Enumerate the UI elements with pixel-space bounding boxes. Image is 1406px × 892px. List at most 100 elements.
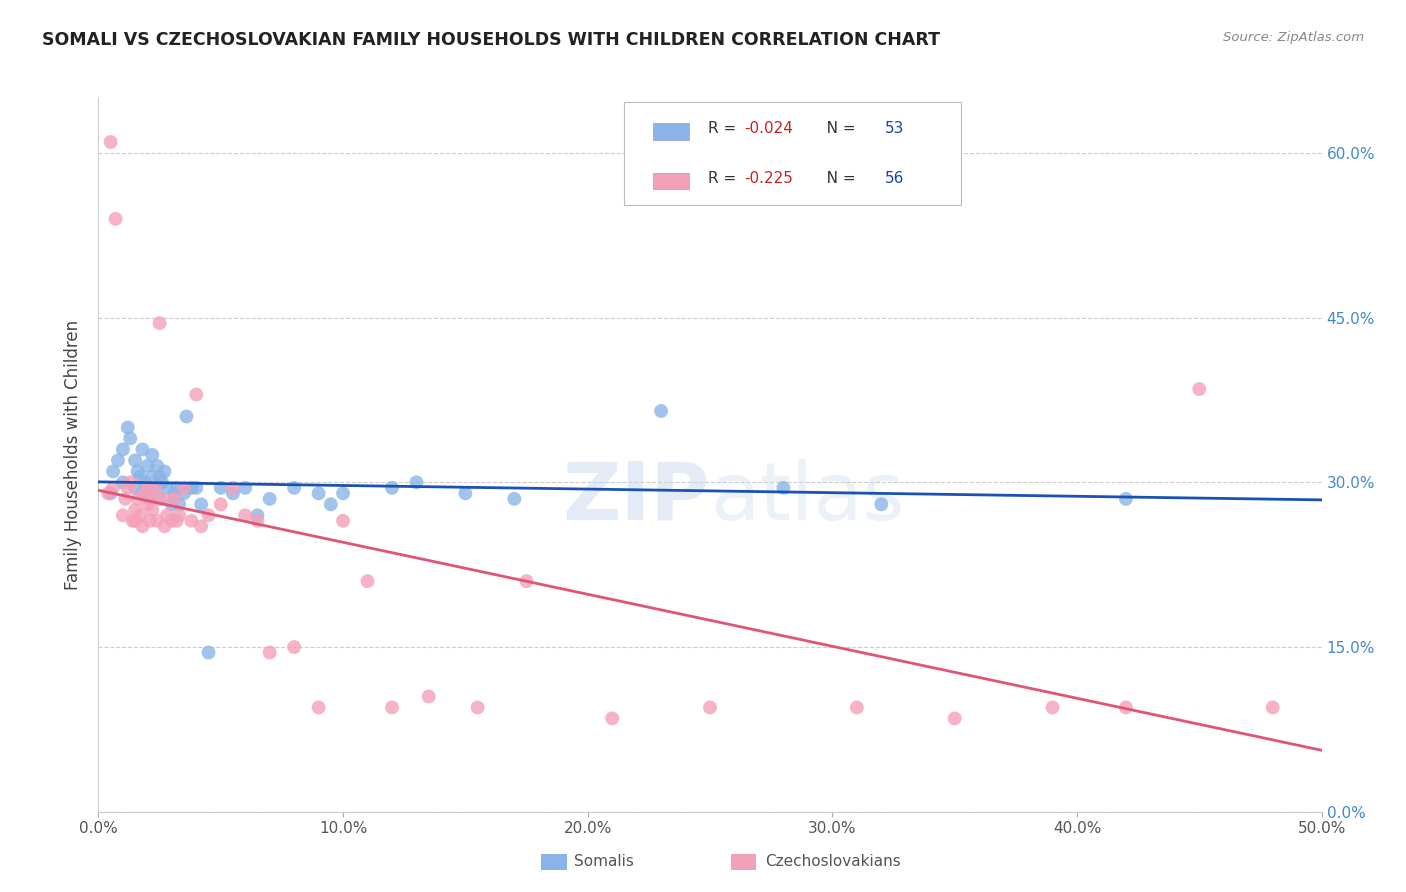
Text: 53: 53 [884, 121, 904, 136]
Point [153, 519, 176, 533]
Point [167, 508, 190, 523]
Point [139, 514, 162, 528]
Point [503, 491, 526, 506]
Point [163, 486, 186, 500]
Y-axis label: Family Households with Children: Family Households with Children [65, 320, 83, 590]
Point [197, 508, 219, 523]
Point [150, 491, 173, 506]
Point [222, 486, 245, 500]
Point [153, 464, 176, 478]
Point [308, 486, 330, 500]
Point [332, 514, 354, 528]
Point [107, 453, 129, 467]
Point [259, 491, 281, 506]
Text: Source: ZipAtlas.com: Source: ZipAtlas.com [1223, 31, 1364, 45]
Point [1115, 700, 1137, 714]
Point [1188, 382, 1211, 396]
Text: -0.225: -0.225 [744, 170, 793, 186]
Point [124, 453, 146, 467]
Point [111, 508, 134, 523]
Point [467, 700, 489, 714]
Point [176, 409, 198, 424]
Text: 56: 56 [884, 170, 904, 186]
Point [222, 481, 245, 495]
Point [190, 497, 212, 511]
Text: R =: R = [707, 170, 741, 186]
Point [186, 481, 208, 495]
Point [101, 464, 124, 478]
Point [405, 475, 427, 490]
Point [233, 508, 256, 523]
Point [114, 491, 136, 506]
Point [100, 135, 122, 149]
Point [943, 711, 966, 725]
Point [117, 420, 139, 434]
Point [124, 514, 146, 528]
Point [141, 470, 163, 484]
Point [308, 700, 330, 714]
Point [246, 514, 269, 528]
Point [101, 481, 124, 495]
Point [190, 519, 212, 533]
Point [381, 481, 404, 495]
Point [160, 497, 183, 511]
FancyBboxPatch shape [652, 123, 689, 139]
Point [173, 486, 195, 500]
Point [319, 497, 342, 511]
Point [146, 514, 169, 528]
Point [283, 481, 305, 495]
Point [131, 442, 153, 457]
Point [111, 442, 134, 457]
Point [149, 491, 172, 506]
Point [332, 486, 354, 500]
Point [209, 497, 232, 511]
Point [1042, 700, 1064, 714]
Text: ZIP: ZIP [562, 458, 710, 537]
Point [772, 481, 794, 495]
Point [156, 508, 179, 523]
Point [134, 486, 156, 500]
Point [104, 211, 127, 226]
Point [131, 519, 153, 533]
Point [650, 404, 672, 418]
Point [124, 481, 146, 495]
Point [120, 475, 142, 490]
Point [117, 481, 139, 495]
Point [870, 497, 893, 511]
Point [180, 514, 202, 528]
Point [143, 481, 166, 495]
Point [127, 491, 149, 506]
Point [381, 700, 404, 714]
Text: R =: R = [707, 121, 741, 136]
Point [143, 481, 166, 495]
Point [136, 497, 159, 511]
Point [209, 481, 232, 495]
Point [124, 503, 146, 517]
Text: SOMALI VS CZECHOSLOVAKIAN FAMILY HOUSEHOLDS WITH CHILDREN CORRELATION CHART: SOMALI VS CZECHOSLOVAKIAN FAMILY HOUSEHO… [42, 31, 941, 49]
Point [454, 486, 477, 500]
Point [1261, 700, 1284, 714]
Point [136, 481, 159, 495]
Point [131, 486, 153, 500]
Point [141, 448, 163, 462]
Point [139, 491, 162, 506]
Point [111, 475, 134, 490]
Point [141, 503, 163, 517]
Text: Czechoslovakians: Czechoslovakians [765, 855, 901, 869]
Point [136, 481, 159, 495]
Point [283, 640, 305, 654]
Point [600, 711, 623, 725]
Point [141, 491, 163, 506]
FancyBboxPatch shape [624, 102, 960, 205]
Point [166, 514, 188, 528]
Point [197, 646, 219, 660]
Point [173, 481, 195, 495]
Point [180, 481, 202, 495]
Point [156, 481, 179, 495]
Point [120, 432, 142, 446]
Point [129, 508, 152, 523]
Text: atlas: atlas [710, 458, 904, 537]
Point [149, 316, 172, 330]
Point [1115, 491, 1137, 506]
Point [160, 514, 183, 528]
